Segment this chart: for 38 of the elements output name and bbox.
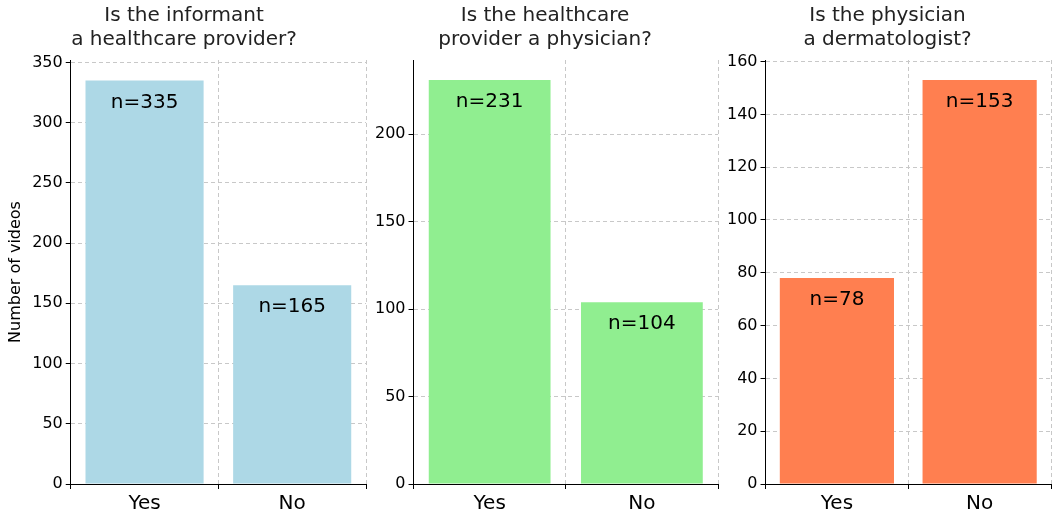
data-label: n=78 — [809, 286, 865, 311]
y-tick-label: 250 — [32, 172, 63, 192]
data-label: n=165 — [258, 293, 326, 318]
x-tick-label: Yes — [819, 490, 854, 515]
chart-title: Is the informant a healthcare provider? — [71, 2, 297, 51]
y-axis-title: Number of videos — [4, 201, 24, 343]
chart-title: Is the healthcare provider a physician? — [438, 2, 652, 51]
y-tick-label: 40 — [737, 367, 758, 387]
y-tick-label: 150 — [32, 292, 63, 312]
y-tick-label: 60 — [737, 314, 758, 334]
y-tick-label: 200 — [32, 232, 63, 252]
x-tick-label: No — [278, 490, 306, 515]
y-tick-label: 140 — [726, 103, 758, 123]
x-tick-label: No — [966, 490, 994, 515]
data-label: n=153 — [945, 88, 1014, 113]
y-tick-label: 20 — [737, 420, 758, 440]
y-tick-label: 80 — [737, 261, 758, 281]
data-label: n=231 — [455, 88, 524, 113]
y-tick-label: 350 — [32, 51, 63, 71]
y-tick-label: 0 — [52, 473, 63, 493]
chart-title: Is the physician a dermatologist? — [803, 2, 972, 51]
y-tick-label: 0 — [747, 473, 758, 493]
y-tick-label: 50 — [42, 412, 63, 432]
y-tick-label: 300 — [32, 111, 63, 131]
x-tick-label: Yes — [127, 490, 161, 515]
y-tick-label: 100 — [32, 352, 63, 372]
y-tick-label: 0 — [395, 473, 406, 493]
y-tick-label: 100 — [726, 209, 758, 229]
data-label: n=335 — [110, 88, 179, 113]
data-label: n=104 — [608, 310, 676, 335]
y-tick-label: 200 — [374, 123, 406, 143]
y-tick-label: 150 — [374, 210, 406, 230]
x-tick-label: No — [628, 490, 656, 515]
y-tick-label: 120 — [726, 156, 758, 176]
y-tick-label: 50 — [385, 385, 406, 405]
y-tick-label: 160 — [726, 50, 758, 70]
y-tick-label: 100 — [374, 298, 406, 318]
x-tick-label: Yes — [472, 490, 506, 515]
